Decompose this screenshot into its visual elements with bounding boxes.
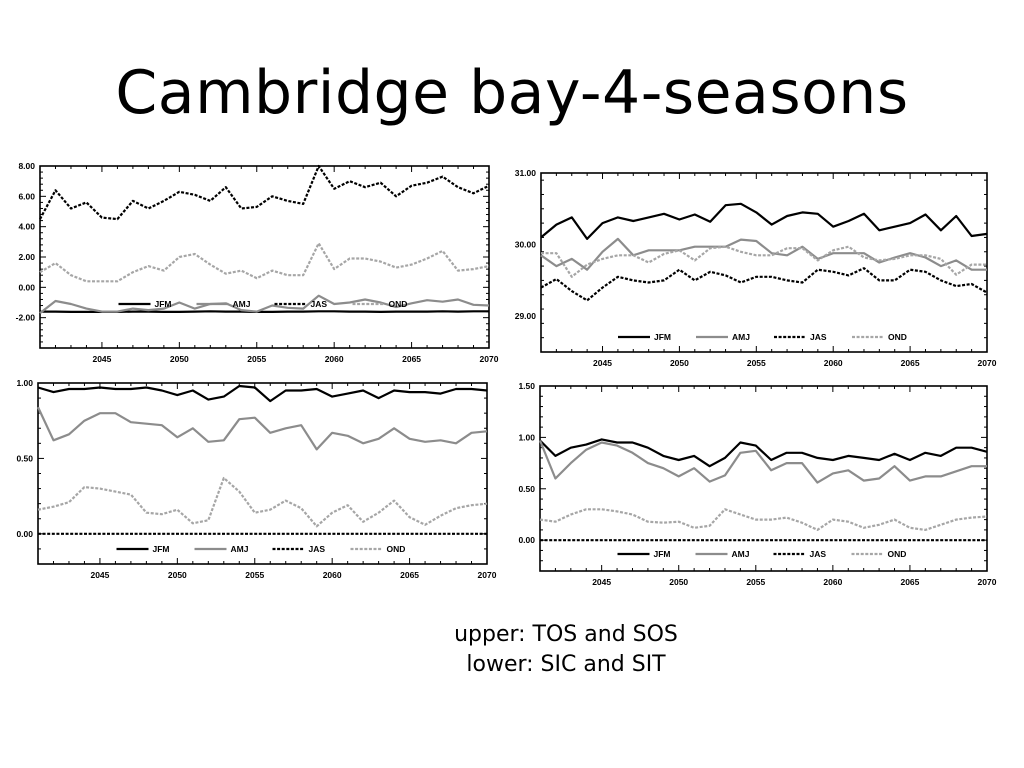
- plot-frame: [540, 172, 988, 353]
- legend-label-amj: AMJ: [732, 332, 750, 342]
- y-tick-label: 0.00: [16, 529, 33, 539]
- legend-label-amj: AMJ: [233, 299, 251, 309]
- plot-frame: [37, 382, 488, 565]
- series-line-ond: [539, 508, 988, 532]
- legend-label-jas: JAS: [309, 544, 326, 554]
- x-tick-label: 2060: [323, 570, 342, 580]
- x-tick-label: 2055: [247, 354, 266, 364]
- legend-label-jas: JAS: [810, 549, 827, 559]
- y-tick-label: 0.50: [518, 484, 535, 494]
- x-tick-label: 2070: [480, 354, 499, 364]
- x-tick-label: 2055: [747, 358, 766, 368]
- y-tick-label: 4.00: [18, 222, 35, 232]
- x-tick-label: 2070: [978, 358, 997, 368]
- series-line-amj: [39, 294, 490, 314]
- x-tick-label: 2070: [478, 570, 497, 580]
- chart-panel-2: 2045 2050 2055 2060 2065 2070 31.00 30.00 29.00 J…: [515, 168, 997, 368]
- x-tick-label: 2070: [978, 577, 997, 587]
- legend-label-ond: OND: [888, 549, 907, 559]
- legend-label-ond: OND: [387, 544, 406, 554]
- x-tick-label: 2065: [402, 354, 421, 364]
- x-tick-label: 2050: [170, 354, 189, 364]
- series-line-ond: [39, 242, 490, 283]
- x-tick-label: 2050: [669, 577, 688, 587]
- x-tick-label: 2055: [245, 570, 264, 580]
- x-tick-label: 2045: [593, 358, 612, 368]
- x-tick-label: 2060: [823, 577, 842, 587]
- x-tick-label: 2065: [400, 570, 419, 580]
- y-tick-label: 0.00: [518, 535, 535, 545]
- legend-label-amj: AMJ: [231, 544, 249, 554]
- y-tick-label: 29.00: [515, 311, 537, 321]
- caption-line-2: lower: SIC and SIT: [466, 652, 666, 677]
- y-tick-label: 6.00: [18, 191, 35, 201]
- y-tick-label: -2.00: [16, 313, 36, 323]
- slide-title: Cambridge bay-4-seasons: [115, 58, 909, 128]
- y-tick-label: 1.00: [518, 432, 535, 442]
- series-line-jfm: [37, 384, 488, 403]
- legend-label-ond: OND: [888, 332, 907, 342]
- series-line-amj: [37, 406, 488, 451]
- x-tick-label: 2050: [670, 358, 689, 368]
- chart-panel-3: 2045 2050 2055 2060 2065 2070 1.00 0.50 0.00 JFM A…: [16, 378, 496, 580]
- x-tick-label: 2065: [901, 358, 920, 368]
- x-tick-label: 2060: [824, 358, 843, 368]
- series-line-jfm: [539, 438, 988, 468]
- x-tick-label: 2055: [746, 577, 765, 587]
- series-line-jas: [540, 267, 988, 302]
- series-line-jfm: [540, 202, 988, 240]
- legend-label-jfm: JFM: [155, 299, 172, 309]
- legend-label-amj: AMJ: [732, 549, 750, 559]
- chart-panel-4: 2045 2050 2055 2060 2065 2070 1.50 1.00 0.50 0.00…: [518, 381, 996, 587]
- x-tick-label: 2050: [168, 570, 187, 580]
- x-tick-label: 2045: [592, 577, 611, 587]
- legend-label-jas: JAS: [311, 299, 328, 309]
- legend-label-jfm: JFM: [153, 544, 170, 554]
- y-tick-label: 2.00: [18, 252, 35, 262]
- series-line-amj: [538, 440, 987, 484]
- series-line-jas: [39, 164, 490, 221]
- series-line-amj: [540, 237, 987, 271]
- legend-label-jas: JAS: [810, 332, 827, 342]
- y-tick-label: 31.00: [515, 168, 537, 178]
- y-tick-label: 1.50: [518, 381, 535, 391]
- legend-label-ond: OND: [389, 299, 408, 309]
- y-tick-label: 8.00: [18, 161, 35, 171]
- x-tick-label: 2045: [90, 570, 109, 580]
- x-tick-label: 2060: [325, 354, 344, 364]
- series-line-ond: [37, 476, 488, 528]
- legend-label-jfm: JFM: [654, 549, 671, 559]
- y-tick-label: 0.50: [16, 453, 33, 463]
- y-tick-label: 1.00: [16, 378, 33, 388]
- series-line-ond: [541, 245, 987, 278]
- chart-panel-1: 2045 2050 2055 2060 2065 2070 8.00 6.00 4.00 2.00…: [16, 161, 499, 364]
- caption-line-1: upper: TOS and SOS: [454, 622, 678, 647]
- x-tick-label: 2045: [92, 354, 111, 364]
- legend-label-jfm: JFM: [654, 332, 671, 342]
- x-tick-label: 2065: [900, 577, 919, 587]
- y-tick-label: 30.00: [515, 240, 537, 250]
- y-tick-label: 0.00: [18, 282, 35, 292]
- plot-frame: [39, 165, 490, 349]
